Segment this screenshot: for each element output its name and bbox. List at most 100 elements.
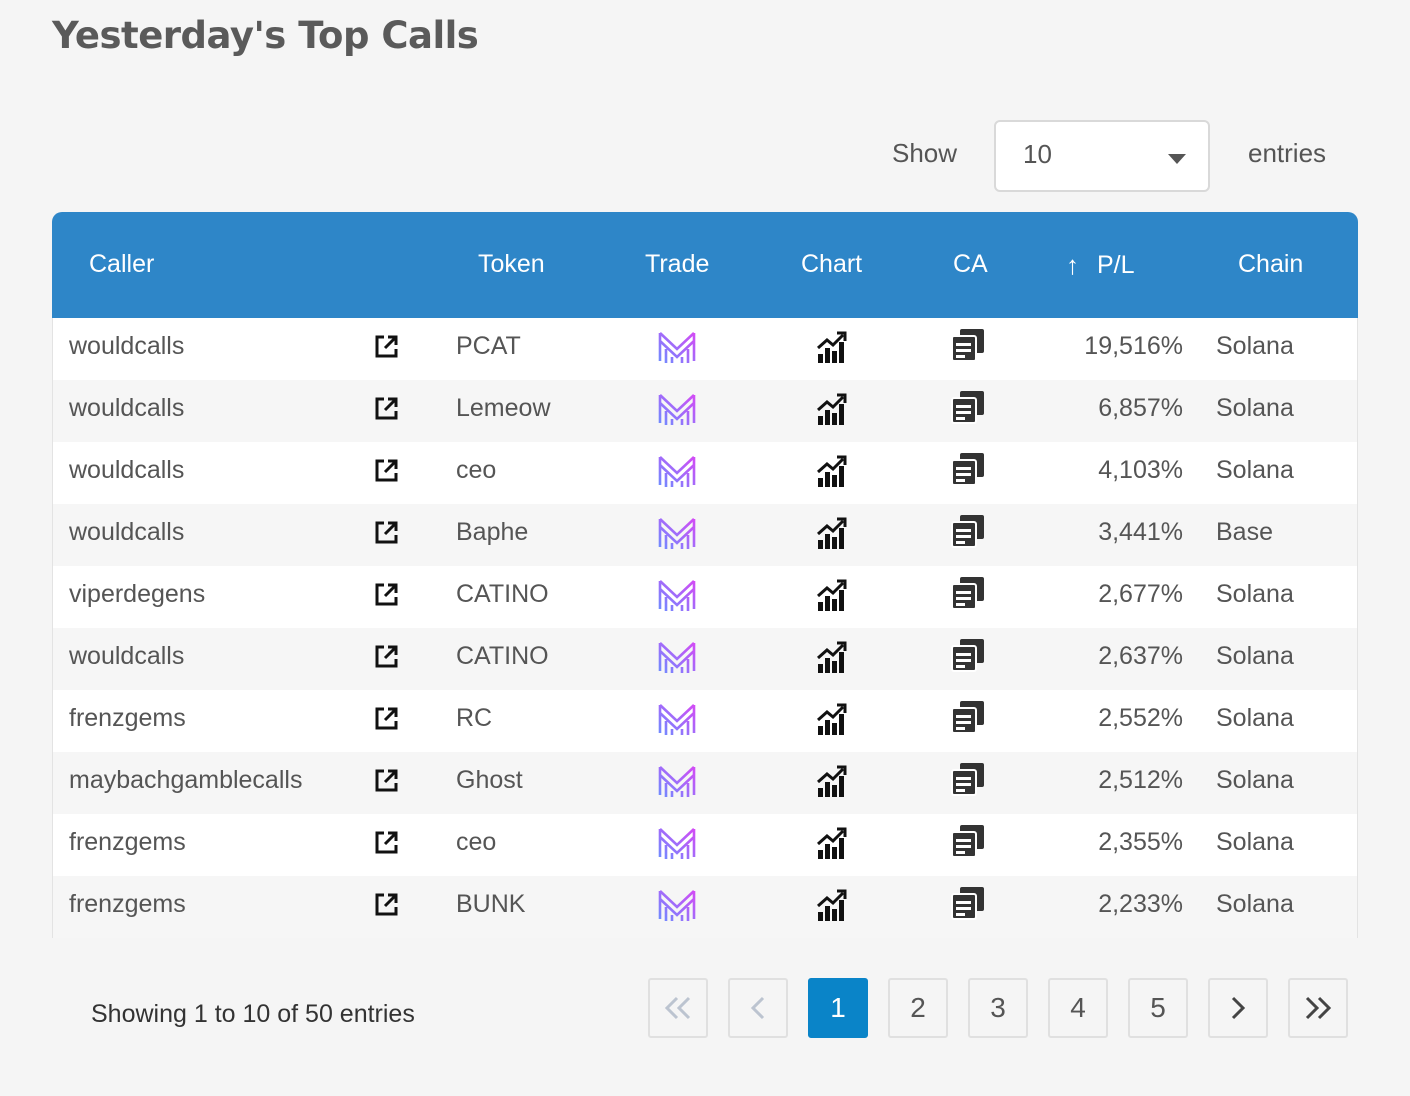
header-trade[interactable]: Trade [645,250,710,278]
page-button-1[interactable]: 1 [808,978,868,1038]
copy-contract-icon[interactable] [951,452,985,491]
page-button-2[interactable]: 2 [888,978,948,1038]
prev-page-button[interactable] [728,978,788,1038]
external-link-icon[interactable] [372,643,400,676]
copy-contract-icon[interactable] [951,700,985,739]
external-link-icon[interactable] [372,767,400,800]
external-link-icon[interactable] [372,581,400,614]
copy-contract-icon[interactable] [951,390,985,429]
copy-contract-icon[interactable] [951,514,985,553]
copy-contract-icon[interactable] [951,824,985,863]
table-header: Caller Token Trade Chart CA ↑ P/L Chain [52,212,1358,318]
token-name: Baphe [456,518,529,546]
pl-value: 2,677% [1098,580,1183,608]
copy-contract-icon[interactable] [951,576,985,615]
caller-name: wouldcalls [69,394,185,422]
external-link-icon[interactable] [372,333,400,366]
token-name: ceo [456,456,497,484]
header-pl-label: P/L [1097,251,1135,279]
header-ca[interactable]: CA [953,250,988,278]
trade-icon[interactable] [657,887,697,928]
calls-table: Caller Token Trade Chart CA ↑ P/L Chain … [52,212,1358,938]
chart-icon[interactable] [816,392,848,431]
entries-per-page-select[interactable]: 10 [994,120,1210,192]
external-link-icon[interactable] [372,457,400,490]
external-link-icon[interactable] [372,519,400,552]
chart-icon[interactable] [816,330,848,369]
external-link-icon[interactable] [372,891,400,924]
header-chart[interactable]: Chart [801,250,863,278]
chart-icon[interactable] [816,888,848,927]
copy-contract-icon[interactable] [951,762,985,801]
chain-name: Solana [1216,766,1294,794]
caller-name: wouldcalls [69,642,185,670]
arrow-up-icon: ↑ [1066,250,1079,280]
pl-value: 4,103% [1098,456,1183,484]
copy-contract-icon[interactable] [951,638,985,677]
chain-name: Solana [1216,580,1294,608]
copy-contract-icon[interactable] [951,886,985,925]
external-link-icon[interactable] [372,705,400,738]
trade-icon[interactable] [657,701,697,742]
chain-name: Solana [1216,642,1294,670]
token-name: PCAT [456,332,521,360]
external-link-icon[interactable] [372,829,400,862]
page-button-5[interactable]: 5 [1128,978,1188,1038]
chart-icon[interactable] [816,764,848,803]
trade-icon[interactable] [657,329,697,370]
chevron-right-icon [1231,996,1246,1020]
trade-icon[interactable] [657,515,697,556]
pl-value: 2,552% [1098,704,1183,732]
table-row: viperdegens CATINO 2,677% Solana [53,566,1357,628]
table-row: maybachgamblecalls Ghost 2,512% Solana [53,752,1357,814]
first-page-button[interactable] [648,978,708,1038]
token-name: CATINO [456,580,549,608]
header-chain[interactable]: Chain [1238,250,1304,278]
token-name: Ghost [456,766,523,794]
token-name: CATINO [456,642,549,670]
page-button-3[interactable]: 3 [968,978,1028,1038]
external-link-icon[interactable] [372,395,400,428]
table-row: wouldcalls Baphe 3,441% Base [53,504,1357,566]
chain-name: Solana [1216,704,1294,732]
trade-icon[interactable] [657,453,697,494]
pl-value: 2,355% [1098,828,1183,856]
chart-icon[interactable] [816,640,848,679]
trade-icon[interactable] [657,639,697,680]
token-name: ceo [456,828,497,856]
chart-icon[interactable] [816,826,848,865]
caller-name: frenzgems [69,704,186,732]
chart-icon[interactable] [816,516,848,555]
header-caller[interactable]: Caller [89,250,155,278]
table-row: frenzgems BUNK 2,233% Solana [53,876,1357,938]
header-token[interactable]: Token [478,250,545,278]
copy-contract-icon[interactable] [951,328,985,367]
entries-label: entries [1248,138,1327,168]
pl-value: 2,512% [1098,766,1183,794]
page-title: Yesterday's Top Calls [52,14,479,57]
table-row: wouldcalls CATINO 2,637% Solana [53,628,1357,690]
entries-per-page-value: 10 [1023,139,1052,169]
chain-name: Solana [1216,394,1294,422]
last-page-button[interactable] [1288,978,1348,1038]
token-name: RC [456,704,493,732]
double-chevron-left-icon [664,996,691,1020]
next-page-button[interactable] [1208,978,1268,1038]
page-button-4[interactable]: 4 [1048,978,1108,1038]
length-control: Show 10 entries [0,120,1410,192]
trade-icon[interactable] [657,763,697,804]
caret-down-icon [1168,154,1186,164]
trade-icon[interactable] [657,825,697,866]
caller-name: viperdegens [69,580,206,608]
table-row: wouldcalls Lemeow 6,857% Solana [53,380,1357,442]
pl-value: 6,857% [1098,394,1183,422]
chart-icon[interactable] [816,578,848,617]
chart-icon[interactable] [816,702,848,741]
trade-icon[interactable] [657,391,697,432]
pl-value: 3,441% [1098,518,1183,546]
chart-icon[interactable] [816,454,848,493]
chain-name: Solana [1216,332,1294,360]
pagination: Showing 1 to 10 of 50 entries 1 2 3 4 5 [0,978,1410,1040]
trade-icon[interactable] [657,577,697,618]
header-pl[interactable]: ↑ P/L [1066,250,1135,281]
